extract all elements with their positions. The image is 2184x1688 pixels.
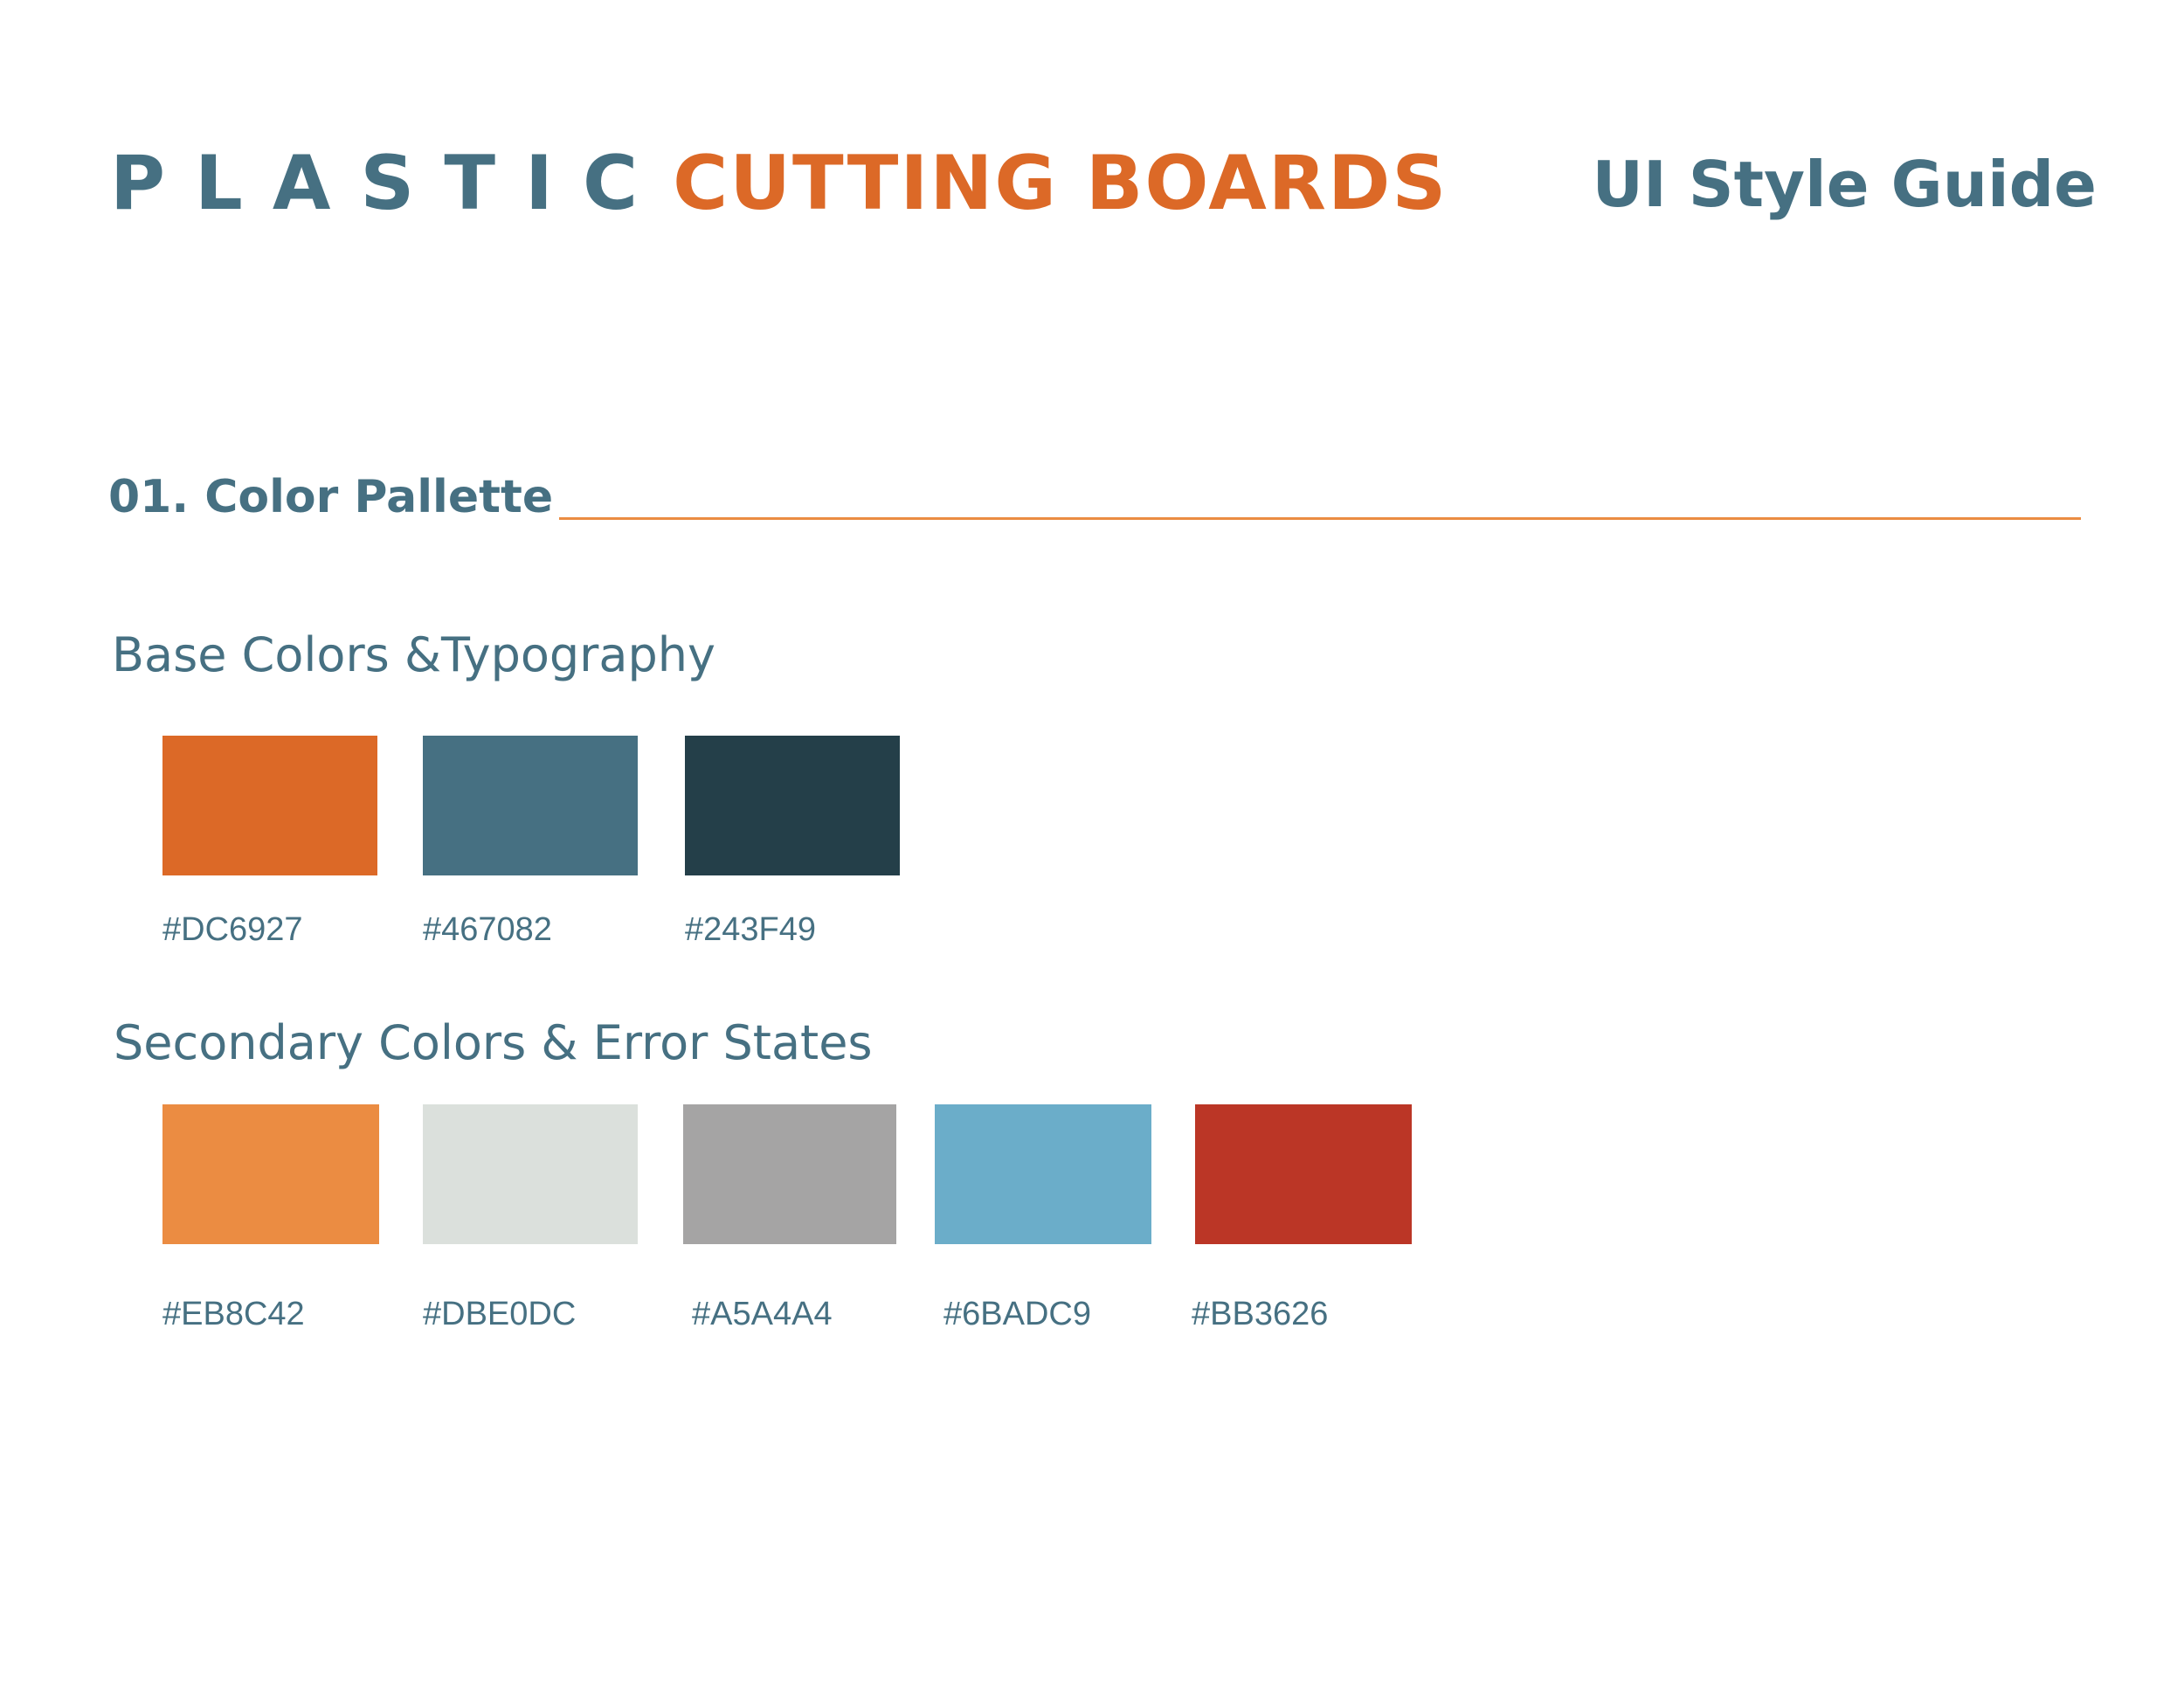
brand-logo: PLASTIC CUTTING BOARDS — [110, 140, 1448, 227]
section-title: 01. Color Pallette — [108, 471, 554, 523]
base-colors-heading: Base Colors &Typography — [112, 627, 715, 682]
document-title: UI Style Guide — [1592, 148, 2097, 221]
swatch-base-2 — [423, 736, 638, 875]
swatch-secondary-4 — [935, 1104, 1151, 1244]
hex-label-secondary-5: #BB3626 — [1192, 1296, 1329, 1332]
logo-word-plastic: PLASTIC — [110, 140, 668, 227]
hex-label-secondary-3: #A5A4A4 — [692, 1296, 833, 1332]
hex-label-base-3: #243F49 — [685, 911, 817, 948]
section-divider — [559, 517, 2081, 520]
swatch-secondary-3 — [683, 1104, 896, 1244]
hex-label-secondary-2: #DBE0DC — [423, 1296, 577, 1332]
swatch-secondary-5 — [1195, 1104, 1412, 1244]
hex-label-secondary-4: #6BADC9 — [943, 1296, 1091, 1332]
swatch-secondary-1 — [162, 1104, 379, 1244]
hex-label-secondary-1: #EB8C42 — [162, 1296, 305, 1332]
hex-label-base-1: #DC6927 — [162, 911, 303, 948]
swatch-secondary-2 — [423, 1104, 638, 1244]
secondary-colors-heading: Secondary Colors & Error States — [114, 1015, 873, 1070]
swatch-base-1 — [162, 736, 377, 875]
swatch-base-3 — [685, 736, 900, 875]
hex-label-base-2: #467082 — [423, 911, 552, 948]
logo-word-cutting-boards: CUTTING BOARDS — [673, 140, 1448, 227]
